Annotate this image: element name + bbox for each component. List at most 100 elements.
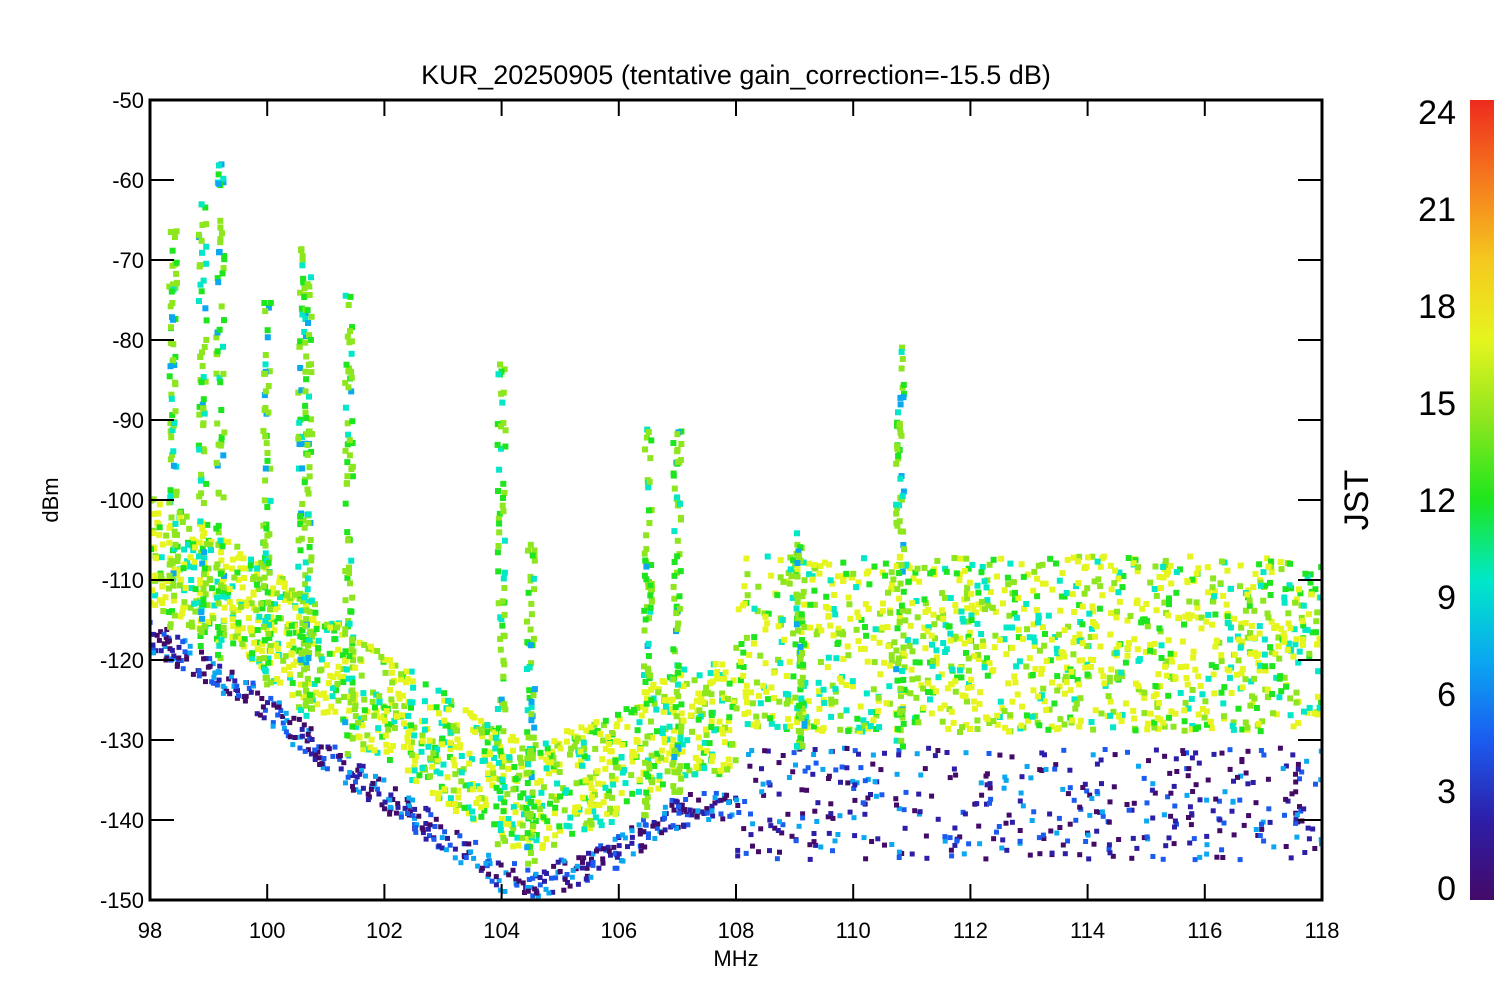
data-point (219, 543, 226, 550)
data-point (774, 856, 780, 862)
data-point (441, 717, 448, 724)
data-point (1235, 774, 1240, 780)
data-point (678, 710, 685, 717)
data-point (173, 228, 180, 235)
data-point (968, 617, 975, 623)
data-point (561, 887, 567, 893)
data-point (585, 861, 591, 867)
data-point (740, 649, 747, 656)
data-point (1115, 589, 1122, 596)
data-point (1297, 776, 1302, 782)
y-tick-label: -80 (112, 328, 144, 353)
data-point (1113, 674, 1120, 681)
data-point (646, 615, 653, 622)
data-point (447, 746, 454, 753)
data-point (1168, 658, 1175, 665)
data-point (225, 589, 231, 596)
data-point (197, 577, 204, 584)
data-point (871, 563, 878, 570)
data-point (530, 575, 537, 582)
data-point (261, 392, 268, 399)
data-point (1049, 850, 1055, 856)
data-point (802, 679, 809, 686)
data-point (217, 570, 224, 577)
data-point (243, 602, 250, 609)
data-point (1216, 798, 1222, 804)
data-point (466, 841, 472, 847)
data-point (939, 718, 946, 725)
data-point (497, 744, 504, 751)
data-point (451, 762, 458, 769)
data-point (774, 723, 781, 730)
data-point (413, 825, 418, 831)
data-point (348, 338, 355, 345)
data-point (771, 695, 778, 701)
data-point (713, 790, 719, 796)
data-point (675, 620, 682, 627)
data-point (542, 740, 549, 747)
data-point (636, 788, 642, 795)
data-point (371, 747, 378, 754)
data-point (1037, 767, 1043, 773)
data-point (386, 757, 393, 763)
data-point (1266, 806, 1272, 812)
data-point (711, 767, 718, 774)
data-point (1269, 663, 1276, 670)
data-point (226, 586, 233, 592)
data-point (793, 621, 800, 628)
data-point (1024, 764, 1030, 769)
data-point (783, 700, 790, 707)
data-point (271, 618, 278, 625)
data-point (168, 288, 175, 295)
data-point (1245, 748, 1251, 754)
data-point (419, 737, 426, 744)
data-point (192, 586, 199, 593)
data-point (1295, 761, 1301, 767)
data-point (220, 494, 227, 501)
data-point (1039, 561, 1046, 568)
data-point (833, 655, 840, 662)
data-point (1163, 672, 1170, 679)
data-point (242, 565, 249, 572)
x-tick-label: 102 (366, 918, 403, 943)
data-point (528, 611, 535, 618)
data-point (1234, 633, 1241, 640)
data-point (844, 643, 851, 650)
data-point (989, 604, 996, 611)
data-point (1108, 666, 1115, 673)
data-point (1064, 556, 1071, 563)
data-point (305, 320, 311, 326)
data-point (1098, 710, 1105, 717)
data-point (519, 745, 526, 752)
data-point (1317, 594, 1322, 601)
data-point (853, 584, 860, 591)
data-point (912, 808, 918, 814)
colorbar-tick-label: 0 (1437, 870, 1456, 908)
data-point (1180, 748, 1186, 754)
data-point (573, 780, 580, 787)
data-point (1019, 774, 1025, 780)
data-point (643, 822, 649, 828)
data-point (166, 585, 172, 592)
data-point (197, 580, 204, 587)
data-point (512, 809, 519, 816)
data-point (304, 451, 311, 458)
data-point (374, 648, 381, 654)
data-point (797, 654, 804, 661)
data-point (618, 790, 625, 797)
data-point (750, 843, 755, 849)
data-point (1107, 850, 1113, 856)
data-point (1005, 728, 1012, 735)
data-point (156, 501, 163, 508)
data-point (697, 744, 703, 751)
data-point (1033, 607, 1040, 613)
data-point (557, 793, 563, 800)
data-point (1051, 700, 1058, 707)
y-tick-label: -90 (112, 408, 144, 433)
data-point (326, 746, 332, 752)
data-point (427, 773, 433, 780)
data-point (681, 666, 688, 673)
data-point (224, 594, 231, 601)
data-point (319, 761, 325, 767)
data-point (999, 845, 1005, 851)
